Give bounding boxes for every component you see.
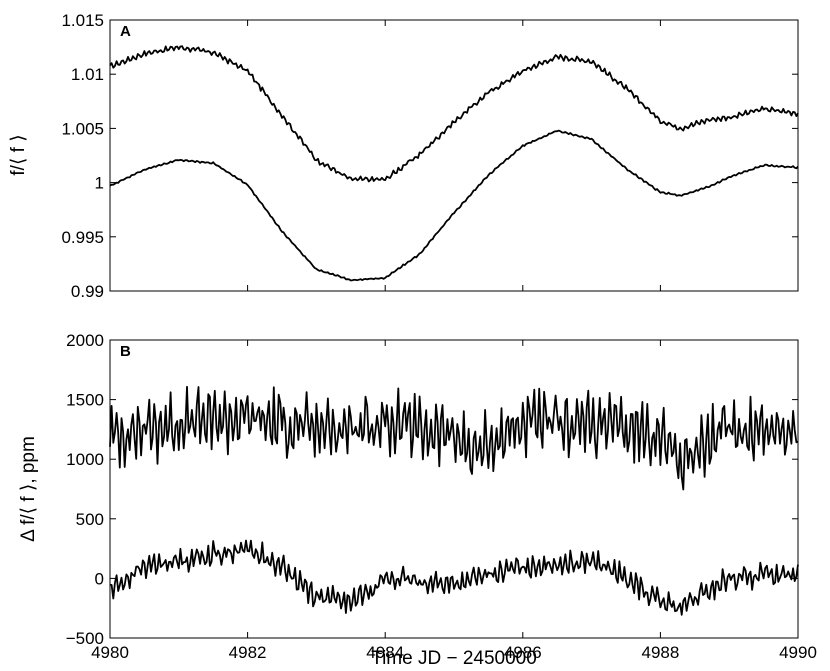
panel-a: 0.99 0.995 1 1.005 1.01 1.015 A f/⟨ f ⟩ [8, 11, 799, 301]
panel-b-x-ticks: 4980 4982 4984 4986 4988 4990 [91, 340, 817, 662]
panel-b-x-tick-label: 4990 [779, 643, 817, 662]
panel-b-y-tick-label: −500 [66, 629, 104, 648]
panel-b-y-tick-label: 1500 [66, 391, 104, 410]
x-axis-label: Time JD − 2450000 [371, 648, 537, 669]
panel-b-y-tick-label: 0 [95, 569, 104, 588]
panel-a-y-ticks: 0.99 0.995 1 1.005 1.01 1.015 [61, 11, 798, 301]
panel-b-x-tick-label: 4982 [229, 643, 267, 662]
panel-a-y-axis-label: f/⟨ f ⟩ [8, 134, 29, 175]
panel-b-frame [109, 339, 799, 639]
panel-b-y-tick-label: 2000 [66, 331, 104, 350]
panel-a-y-tick-label: 1.01 [71, 65, 104, 84]
panel-a-series-group [109, 45, 799, 282]
panel-a-y-tick-label: 1 [95, 174, 104, 193]
panel-a-x-ticks [109, 20, 799, 291]
panel-b-x-tick-label: 4980 [91, 643, 129, 662]
panel-b-x-tick-label: 4984 [366, 643, 404, 662]
panel-b-x-tick-label: 4988 [641, 643, 679, 662]
panel-a-series-1-line [109, 45, 799, 183]
panel-a-y-tick-label: 0.995 [61, 228, 104, 247]
panel-a-letter: A [120, 23, 131, 40]
panel-b-y-tick-label: 500 [76, 510, 104, 529]
panel-a-frame [109, 19, 799, 292]
panel-b-series-1-line [109, 385, 799, 491]
panel-b: 4980 4982 4984 4986 4988 4990 −500 0 500 1000 150… [18, 331, 817, 662]
panel-a-series-2-line [109, 129, 799, 282]
panel-b-series-2-line [110, 539, 799, 616]
panel-a-y-tick-label: 1.015 [61, 11, 104, 30]
panel-b-y-ticks: −500 0 500 1000 1500 2000 [66, 331, 798, 648]
panel-b-x-tick-label: 4986 [504, 643, 542, 662]
panel-a-y-tick-label: 1.005 [61, 119, 104, 138]
panel-b-y-axis-label: Δ f/⟨ f ⟩, ppm [18, 436, 39, 542]
panel-b-y-tick-label: 1000 [66, 450, 104, 469]
panel-b-series-group [109, 385, 799, 616]
panel-b-letter: B [120, 343, 131, 360]
panel-a-y-tick-label: 0.99 [71, 282, 104, 301]
